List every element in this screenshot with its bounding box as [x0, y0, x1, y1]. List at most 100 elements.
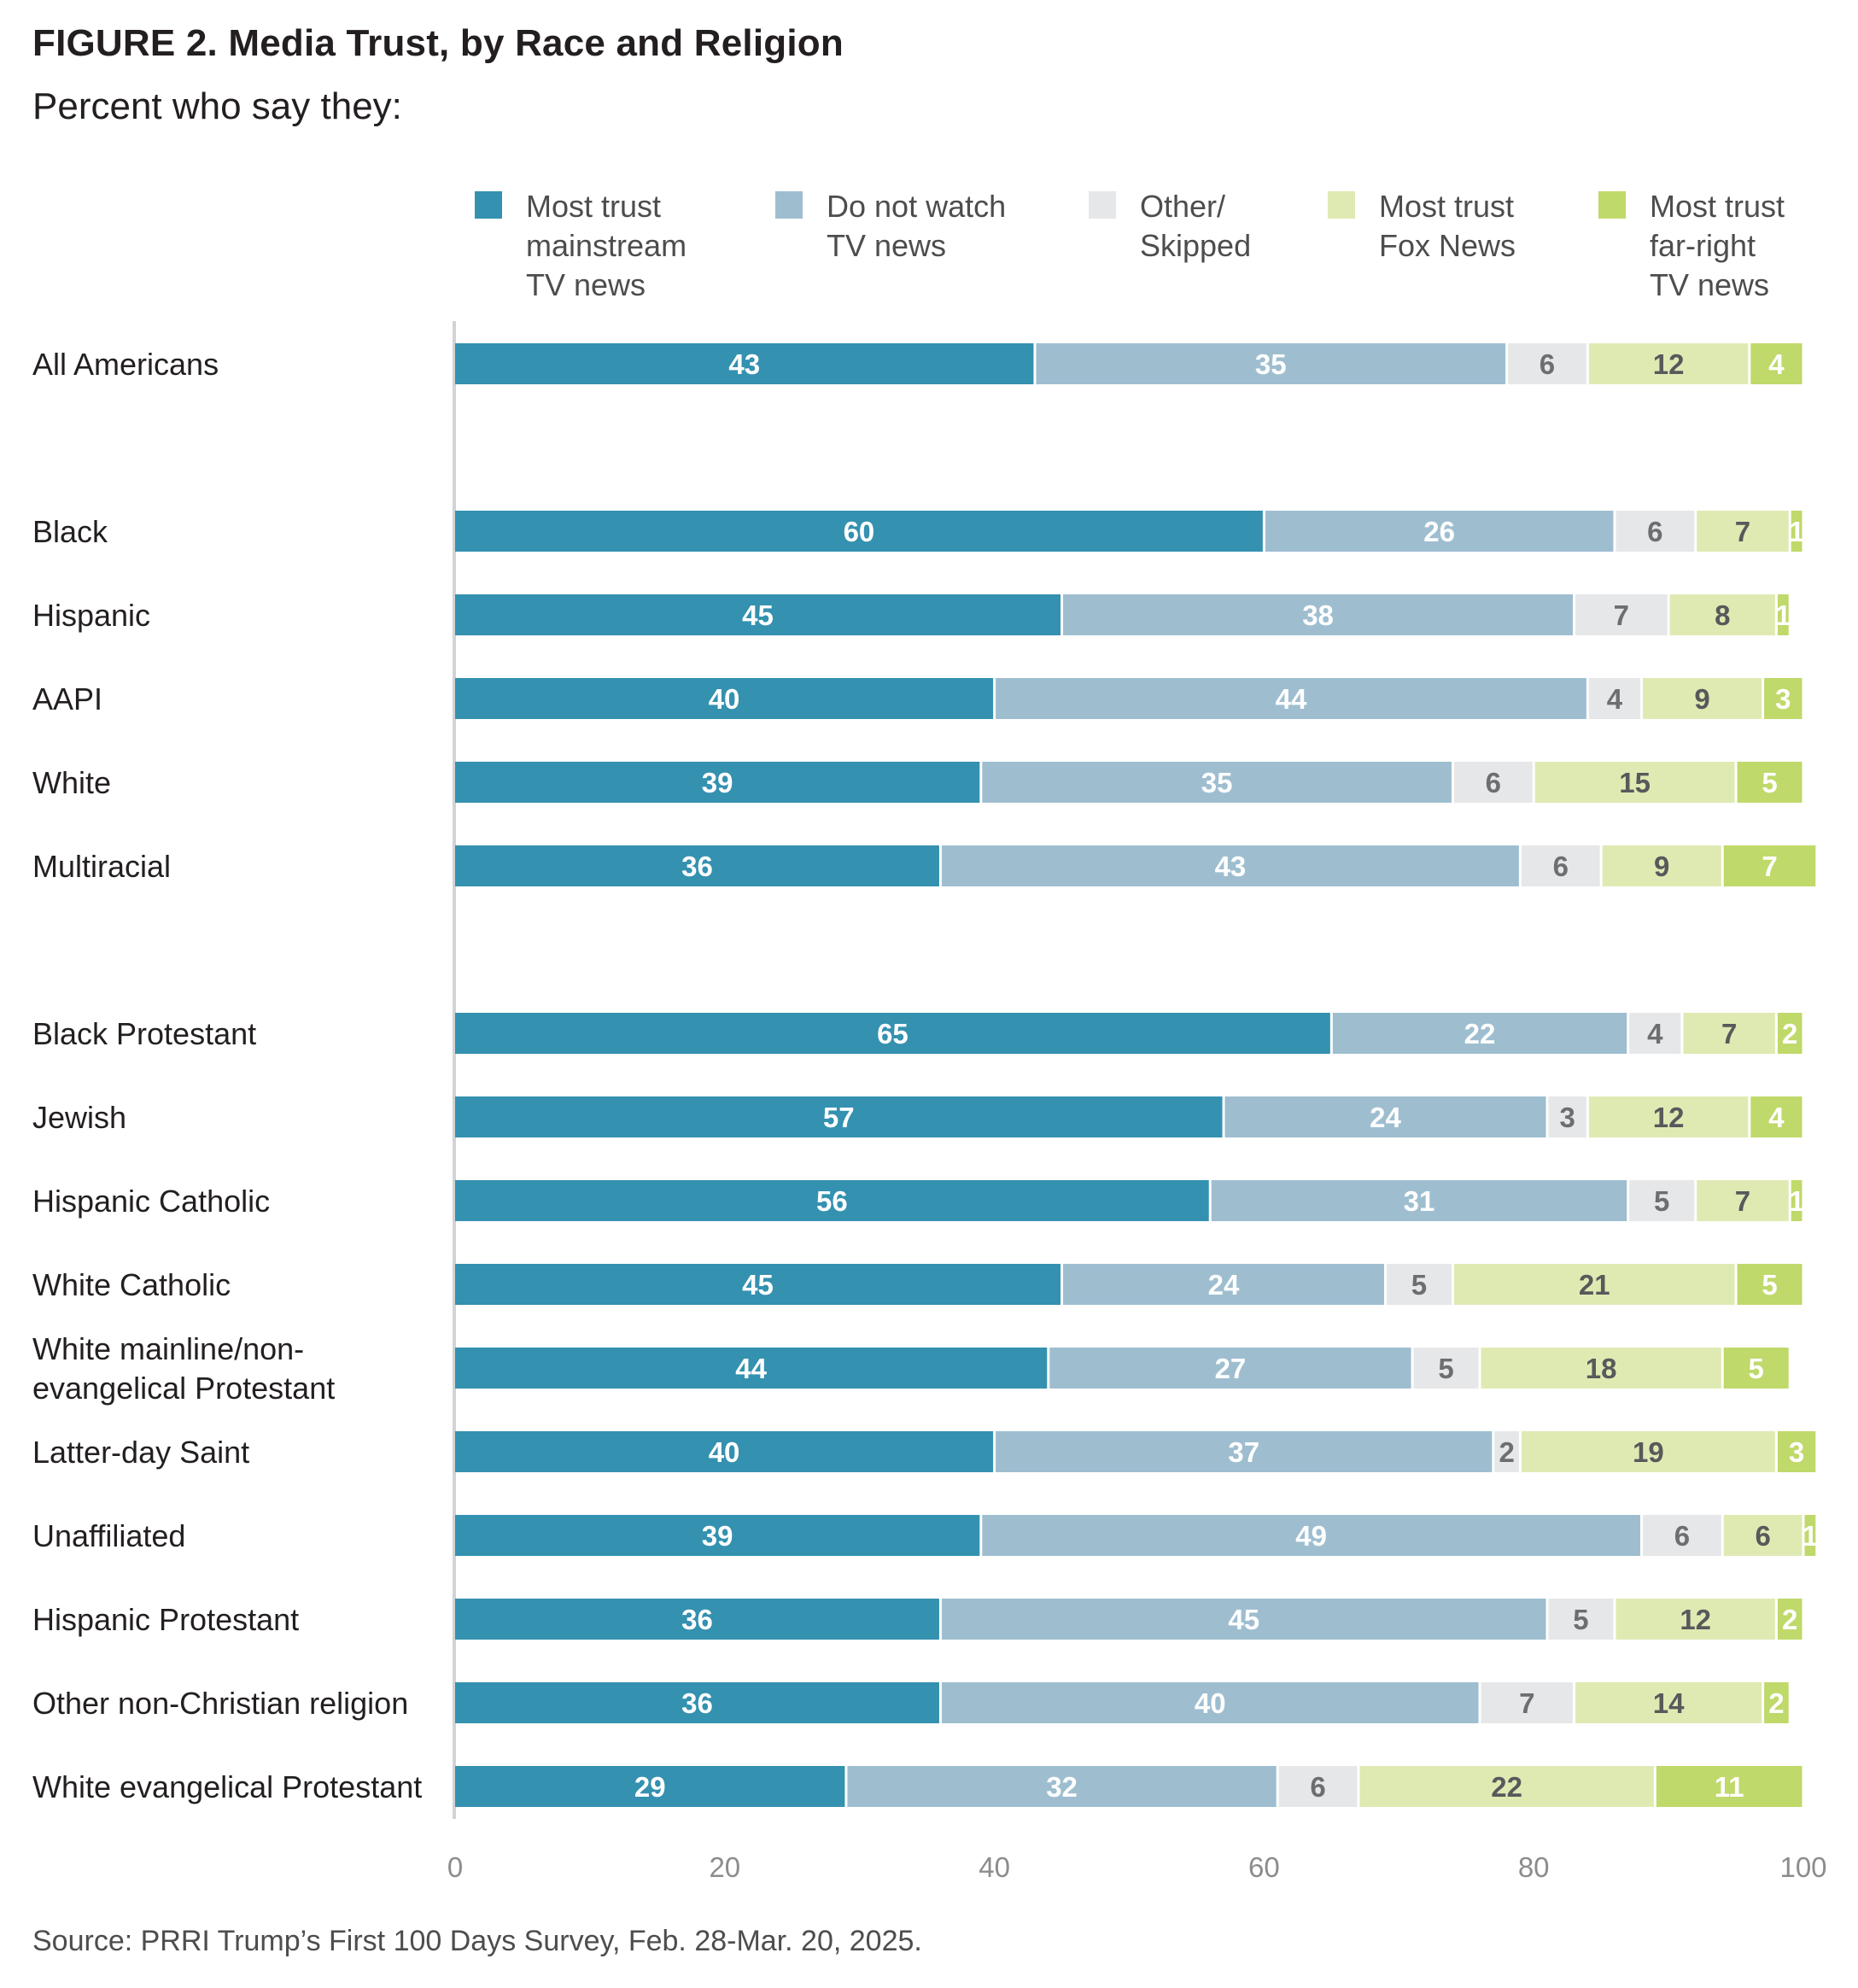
bar-segment	[1508, 343, 1586, 384]
bar-segment	[1750, 1096, 1802, 1137]
bar-segment	[1791, 1180, 1802, 1221]
bar-segment	[847, 1766, 1277, 1807]
data-label: 7	[1519, 1687, 1534, 1719]
data-label: 6	[1647, 516, 1662, 547]
bar-segment	[1723, 845, 1816, 886]
legend-swatch	[1089, 191, 1116, 219]
bar-segment	[1224, 1096, 1546, 1137]
data-label: 43	[728, 348, 760, 380]
bar-segment	[455, 1682, 939, 1723]
bar-segment	[455, 594, 1061, 635]
legend-label: Fox News	[1379, 228, 1516, 263]
data-label: 7	[1735, 516, 1750, 547]
legend-swatch	[475, 191, 502, 219]
data-label: 4	[1768, 348, 1785, 380]
bar-segment	[1588, 678, 1641, 719]
bar-segment	[455, 1431, 994, 1472]
data-label: 60	[844, 516, 875, 547]
data-label: 5	[1573, 1604, 1588, 1635]
data-label: 5	[1654, 1185, 1669, 1217]
bar-segment	[1453, 762, 1533, 803]
data-label: 6	[1486, 767, 1501, 798]
category-label: Other non-Christian religion	[32, 1686, 408, 1721]
bar-segment	[1387, 1264, 1452, 1305]
bar-segment	[1669, 594, 1775, 635]
data-label: 38	[1302, 599, 1334, 631]
data-label: 27	[1215, 1353, 1247, 1384]
data-label: 9	[1654, 851, 1669, 882]
data-label: 7	[1735, 1185, 1750, 1217]
bar-segment	[1804, 1515, 1816, 1556]
data-label: 1	[1802, 1520, 1818, 1552]
bar-segment	[1737, 1264, 1802, 1305]
legend-label: Most trust	[1650, 189, 1785, 224]
bar-segment	[1548, 1599, 1614, 1640]
bar-segment	[1548, 1096, 1586, 1137]
bar-segment	[1534, 762, 1735, 803]
data-label: 5	[1438, 1353, 1453, 1384]
bar-segment	[1588, 1096, 1749, 1137]
category-label: Hispanic Catholic	[32, 1184, 270, 1219]
data-label: 5	[1762, 767, 1777, 798]
data-label: 3	[1789, 1436, 1804, 1468]
x-tick-label: 0	[447, 1851, 463, 1883]
bar-segment	[1332, 1013, 1627, 1054]
data-label: 14	[1653, 1687, 1685, 1719]
data-label: 6	[1553, 851, 1569, 882]
data-label: 7	[1614, 599, 1629, 631]
legend-label: TV news	[1650, 267, 1769, 302]
data-label: 19	[1633, 1436, 1664, 1468]
legend-label: Most trust	[526, 189, 661, 224]
legend-swatch	[1328, 191, 1355, 219]
bar-segment	[1588, 343, 1749, 384]
data-label: 26	[1423, 516, 1455, 547]
data-label: 40	[709, 683, 740, 715]
bar-segment	[1683, 1013, 1775, 1054]
bar-segment	[941, 845, 1519, 886]
data-label: 22	[1464, 1018, 1496, 1050]
data-label: 4	[1607, 683, 1623, 715]
bar-segment	[1049, 1348, 1411, 1389]
data-label: 44	[1276, 683, 1307, 715]
bar-segment	[1656, 1766, 1802, 1807]
data-label: 36	[681, 1604, 713, 1635]
category-label: Unaffiliated	[32, 1518, 185, 1553]
bar-segment	[1359, 1766, 1654, 1807]
bar-segment	[455, 1348, 1048, 1389]
category-label: White Catholic	[32, 1267, 231, 1302]
bar-segment	[1697, 511, 1789, 552]
data-label: 45	[742, 1269, 774, 1301]
bar-segment	[1764, 1682, 1789, 1723]
data-label: 49	[1295, 1520, 1327, 1552]
bar-segment	[1777, 594, 1789, 635]
bar-segment	[996, 678, 1586, 719]
data-label: 18	[1586, 1353, 1617, 1384]
category-label: Black	[32, 514, 108, 549]
data-label: 8	[1715, 599, 1730, 631]
bar-segment	[455, 1013, 1330, 1054]
category-label: Black Protestant	[32, 1016, 256, 1051]
data-label: 24	[1370, 1102, 1401, 1133]
bar-segment	[1481, 1348, 1721, 1389]
data-label: 39	[702, 1520, 733, 1552]
data-label: 3	[1559, 1102, 1575, 1133]
category-label: Multiracial	[32, 849, 171, 884]
bar-segment	[1629, 1180, 1695, 1221]
bar-segment	[1777, 1599, 1802, 1640]
data-label: 45	[742, 599, 774, 631]
data-label: 5	[1762, 1269, 1777, 1301]
bar-segment	[1697, 1180, 1789, 1221]
bar-segment	[1265, 511, 1614, 552]
data-label: 24	[1208, 1269, 1240, 1301]
legend-label: Skipped	[1140, 228, 1251, 263]
bar-segment	[1750, 343, 1802, 384]
category-label: AAPI	[32, 681, 102, 716]
bar-segment	[1481, 1682, 1574, 1723]
data-label: 2	[1782, 1018, 1797, 1050]
bar-segment	[1063, 1264, 1385, 1305]
data-label: 15	[1619, 767, 1651, 798]
data-label: 4	[1768, 1102, 1785, 1133]
data-label: 57	[823, 1102, 855, 1133]
bar-segment	[455, 1766, 845, 1807]
bar-segment	[1575, 1682, 1762, 1723]
